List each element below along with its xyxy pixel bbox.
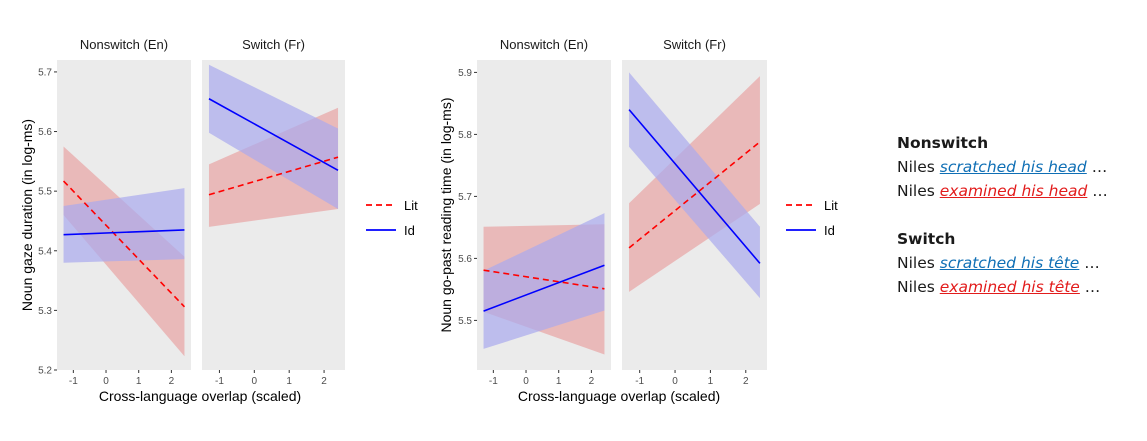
y-tick-label: 5.6	[458, 254, 472, 265]
example-suffix: …	[1079, 254, 1100, 272]
example-prefix: Niles	[897, 278, 940, 296]
x-tick-label: 2	[589, 376, 595, 387]
example-suffix: …	[1079, 278, 1101, 296]
series-line-lit	[62, 180, 186, 308]
x-tick-label: 1	[136, 376, 142, 387]
x-tick-label: 0	[672, 376, 678, 387]
x-tick-label: 1	[556, 376, 562, 387]
x-tick-label: 0	[523, 376, 529, 387]
example-suffix: …	[1086, 158, 1108, 176]
literal-phrase: examined his head	[939, 182, 1088, 200]
ci-ribbon-id	[63, 188, 185, 263]
facet-label: Nonswitch (En)	[80, 37, 168, 52]
switch-heading: Switch	[897, 230, 956, 248]
nonswitch-example-lit: Niles examined his head …	[897, 179, 1142, 203]
facet-label: Switch (Fr)	[242, 37, 305, 52]
x-tick-label: -1	[635, 376, 644, 387]
ci-ribbon-id	[629, 72, 760, 299]
y-tick-label: 5.9	[458, 68, 472, 79]
idiom-phrase: scratched his tête	[939, 254, 1080, 272]
idiom-phrase: scratched his head	[939, 158, 1087, 176]
literal-phrase: examined his tête	[939, 278, 1080, 296]
x-tick-label: 1	[708, 376, 714, 387]
facet-label: Nonswitch (En)	[500, 37, 588, 52]
ci-ribbon-id	[208, 64, 339, 210]
y-tick-label: 5.7	[38, 67, 52, 78]
y-tick-label: 5.8	[458, 130, 472, 141]
y-tick-label: 5.6	[38, 127, 52, 138]
legend-label-lit: Lit	[404, 198, 418, 213]
switch-example-id: Niles scratched his tête …	[897, 251, 1142, 275]
legend-label-lit: Lit	[824, 198, 838, 213]
example-prefix: Niles	[897, 182, 940, 200]
x-tick-label: 0	[103, 376, 109, 387]
nonswitch-heading: Nonswitch	[897, 134, 989, 152]
x-tick-label: 2	[169, 376, 175, 387]
series-line-id	[63, 229, 185, 236]
x-axis-title: Cross-language overlap (scaled)	[99, 388, 301, 404]
ci-ribbon-id	[483, 213, 605, 349]
switch-example-lit: Niles examined his tête …	[897, 275, 1142, 299]
x-tick-label: -1	[69, 376, 78, 387]
x-tick-label: 2	[743, 376, 749, 387]
y-tick-label: 5.3	[38, 306, 52, 317]
nonswitch-example-id: Niles scratched his head …	[897, 155, 1142, 179]
y-tick-label: 5.5	[38, 187, 52, 198]
example-sentences: Nonswitch Niles scratched his head … Nil…	[897, 131, 1142, 299]
series-line-lit	[208, 156, 339, 196]
series-line-id	[628, 109, 761, 264]
example-prefix: Niles	[897, 254, 940, 272]
example-suffix: …	[1087, 182, 1108, 200]
series-line-lit	[628, 141, 761, 249]
facet-label: Switch (Fr)	[663, 37, 726, 52]
series-line-id	[483, 264, 605, 312]
x-tick-label: 2	[321, 376, 327, 387]
x-tick-label: -1	[489, 376, 498, 387]
legend-label-id: Id	[404, 223, 415, 238]
spacer	[897, 203, 1142, 227]
y-axis-title: Noun gaze duration (in log-ms)	[19, 119, 35, 311]
y-tick-label: 5.7	[458, 192, 472, 203]
x-tick-label: 0	[252, 376, 258, 387]
charts-figure: Nonswitch (En) -1 0 1 2 Switch (Fr) -1 0 1 2 5.2 5.…	[19, 37, 838, 404]
y-axis-title: Noun go-past reading time (in log-ms)	[438, 98, 454, 333]
x-tick-label: -1	[215, 376, 224, 387]
y-tick-label: 5.2	[38, 366, 52, 377]
x-axis-title: Cross-language overlap (scaled)	[518, 388, 720, 404]
y-tick-label: 5.4	[38, 246, 52, 257]
y-tick-label: 5.5	[458, 316, 472, 327]
series-line-lit	[483, 269, 605, 290]
x-tick-label: 1	[286, 376, 292, 387]
series-line-id	[208, 98, 339, 171]
example-prefix: Niles	[897, 158, 940, 176]
legend-label-id: Id	[824, 223, 835, 238]
